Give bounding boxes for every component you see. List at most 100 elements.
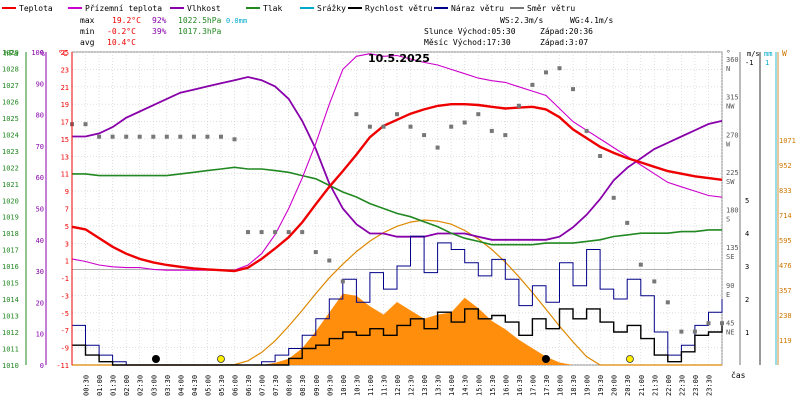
temperature-line bbox=[71, 103, 723, 273]
time-tick-label: 10:00 bbox=[340, 375, 348, 396]
wind-direction-point bbox=[530, 82, 535, 87]
wind-direction-point bbox=[638, 262, 643, 267]
wind-tick-label: -1 bbox=[745, 59, 753, 67]
time-tick-label: 09:30 bbox=[326, 375, 334, 396]
legend-label: Tlak bbox=[263, 4, 282, 13]
temperature-tick-label: 17 bbox=[61, 119, 69, 127]
unit-mm: mm bbox=[764, 50, 772, 58]
time-tick-label: 07:00 bbox=[259, 375, 267, 396]
time-tick-label: 22:00 bbox=[665, 375, 673, 396]
unit-ms: m/s bbox=[747, 50, 760, 58]
wind-direction-point bbox=[435, 145, 440, 150]
temperature-tick-label: 7 bbox=[65, 206, 69, 214]
time-tick-label: 13:00 bbox=[421, 375, 429, 396]
time-tick-label: 07:30 bbox=[272, 375, 280, 396]
time-tick-label: 01:00 bbox=[96, 375, 104, 396]
time-tick-label: 16:00 bbox=[502, 375, 510, 396]
legend-label: Směr větru bbox=[527, 4, 575, 13]
humidity-tick-label: 40 bbox=[36, 237, 44, 245]
axes: 1029102810271026102510241023102210211020… bbox=[2, 49, 796, 396]
time-tick-label: 21:00 bbox=[638, 375, 646, 396]
direction-tick-label: SE bbox=[726, 253, 734, 261]
direction-tick-label: 315 bbox=[726, 94, 739, 102]
info-moon: Měsíc Východ:17:30 bbox=[424, 38, 511, 47]
temperature-tick-label: 15 bbox=[61, 136, 69, 144]
direction-tick-label: 135 bbox=[726, 244, 739, 252]
direction-tick-label: NW bbox=[726, 103, 735, 111]
wind-direction-point bbox=[665, 300, 670, 305]
humidity-tick-label: 60 bbox=[36, 174, 44, 182]
time-tick-label: 02:00 bbox=[123, 375, 131, 396]
humidity-tick-label: 30 bbox=[36, 268, 44, 276]
direction-tick-label: 90 bbox=[726, 282, 734, 290]
time-tick-label: 17:00 bbox=[529, 375, 537, 396]
humidity-tick-label: 90 bbox=[36, 80, 44, 88]
wind-direction-point bbox=[273, 230, 278, 235]
legend-label: Srážky bbox=[317, 4, 346, 13]
time-tick-label: 22:30 bbox=[678, 375, 686, 396]
humidity-tick-label: 50 bbox=[36, 206, 44, 214]
wind-direction-point bbox=[557, 66, 562, 71]
temperature-tick-label: -3 bbox=[61, 292, 69, 300]
solar-tick-label: 476 bbox=[779, 262, 792, 270]
rain-tick-label: 1 bbox=[765, 59, 769, 67]
pressure-tick-label: 1011 bbox=[2, 346, 19, 354]
wind-direction-point bbox=[706, 321, 711, 326]
time-tick-label: 20:30 bbox=[624, 375, 632, 396]
wind-direction-point bbox=[300, 230, 305, 235]
time-tick-label: 23:30 bbox=[705, 375, 713, 396]
humidity-line bbox=[72, 76, 723, 241]
solar-tick-label: 119 bbox=[779, 337, 792, 345]
pressure-tick-label: 1018 bbox=[2, 230, 19, 238]
time-tick-label: 20:00 bbox=[611, 375, 619, 396]
pressure-tick-label: 1015 bbox=[2, 280, 19, 288]
wind-direction-point bbox=[544, 70, 548, 75]
time-tick-label: 02:30 bbox=[137, 375, 145, 396]
wind-direction-point bbox=[692, 329, 697, 334]
pressure-tick-label: 1017 bbox=[2, 247, 19, 255]
time-tick-label: 17:30 bbox=[543, 375, 551, 396]
stat-max-press: 1022.5hPa bbox=[178, 16, 222, 25]
time-tick-label: 19:30 bbox=[597, 375, 605, 396]
info-wg: WG:4.1m/s bbox=[570, 16, 614, 25]
time-tick-label: 23:00 bbox=[692, 375, 700, 396]
temperature-tick-label: 9 bbox=[65, 188, 69, 196]
stat-min-label: min bbox=[80, 27, 95, 36]
time-tick-label: 21:30 bbox=[651, 375, 659, 396]
legend-label: Vlhkost bbox=[187, 4, 221, 13]
wind-direction-point bbox=[422, 133, 427, 138]
info-sun: Slunce Východ:05:30 bbox=[424, 27, 516, 36]
time-tick-label: 14:30 bbox=[462, 375, 470, 396]
wind-direction-point bbox=[354, 112, 359, 117]
pressure-tick-label: 1025 bbox=[2, 115, 19, 123]
solar-tick-label: 238 bbox=[779, 312, 792, 320]
direction-tick-label: NE bbox=[726, 328, 734, 336]
pressure-tick-label: 1022 bbox=[2, 164, 19, 172]
wind-direction-point bbox=[381, 124, 386, 129]
time-tick-label: 18:30 bbox=[570, 375, 578, 396]
wind-direction-point bbox=[408, 124, 413, 129]
wind-direction-point bbox=[286, 230, 291, 235]
wind-direction-point bbox=[625, 220, 630, 225]
temperature-tick-label: -11 bbox=[56, 362, 69, 370]
time-tick-label: 05:00 bbox=[204, 375, 212, 396]
temperature-tick-label: -5 bbox=[61, 310, 69, 318]
moonrise-marker bbox=[541, 355, 550, 363]
direction-tick-label: 45 bbox=[726, 319, 734, 327]
humidity-tick-label: 100 bbox=[31, 49, 44, 57]
wind-direction-point bbox=[137, 134, 142, 139]
wind-direction-point bbox=[367, 124, 372, 129]
wind-direction-point bbox=[97, 134, 102, 139]
wind-direction-point bbox=[652, 279, 657, 284]
wind-direction-point bbox=[503, 133, 508, 138]
wind-direction-point bbox=[246, 230, 250, 235]
temperature-tick-label: 5 bbox=[65, 223, 69, 231]
unit-w: W bbox=[782, 49, 787, 58]
time-tick-label: 11:00 bbox=[367, 375, 375, 396]
direction-tick-label: 270 bbox=[726, 131, 739, 139]
wind-direction-point bbox=[232, 137, 237, 142]
chart-title: 10.5.2025 bbox=[368, 52, 430, 65]
direction-tick-label: W bbox=[726, 140, 731, 148]
humidity-tick-label: 20 bbox=[36, 299, 44, 307]
time-tick-label: 05:30 bbox=[218, 375, 226, 396]
